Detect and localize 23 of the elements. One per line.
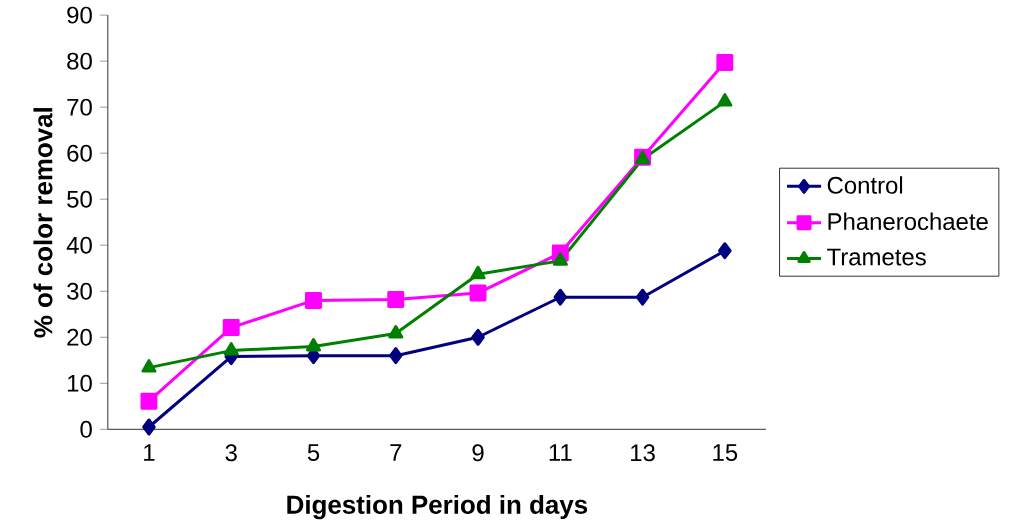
y-tick-label: 60 [67,144,92,162]
y-axis-title: % of color removal [33,108,53,338]
legend-label: Trametes [827,248,926,266]
y-tick-label: 10 [67,375,92,392]
legend-label: Phanerochaete [828,212,988,231]
x-tick-label: 5 [307,444,320,462]
y-tick-label: 90 [67,6,92,24]
y-tick-label: 50 [67,190,92,208]
legend-label: Control [827,176,903,194]
y-tick-label: 70 [67,98,92,116]
x-tick-label: 11 [549,444,572,461]
y-tick-label: 80 [67,52,92,70]
y-tick-label: 30 [67,282,92,300]
x-tick-label: 15 [713,444,738,462]
x-tick-label: 7 [390,444,402,461]
y-tick-label: 40 [66,236,92,254]
x-tick-label: 3 [225,444,237,462]
x-tick-label: 1 [144,444,155,461]
x-tick-label: 13 [631,444,655,462]
x-tick-label: 9 [472,444,484,462]
y-tick-label: 0 [80,421,92,438]
y-tick-label: 20 [67,329,92,346]
x-axis-title: Digestion Period in days [287,495,588,520]
